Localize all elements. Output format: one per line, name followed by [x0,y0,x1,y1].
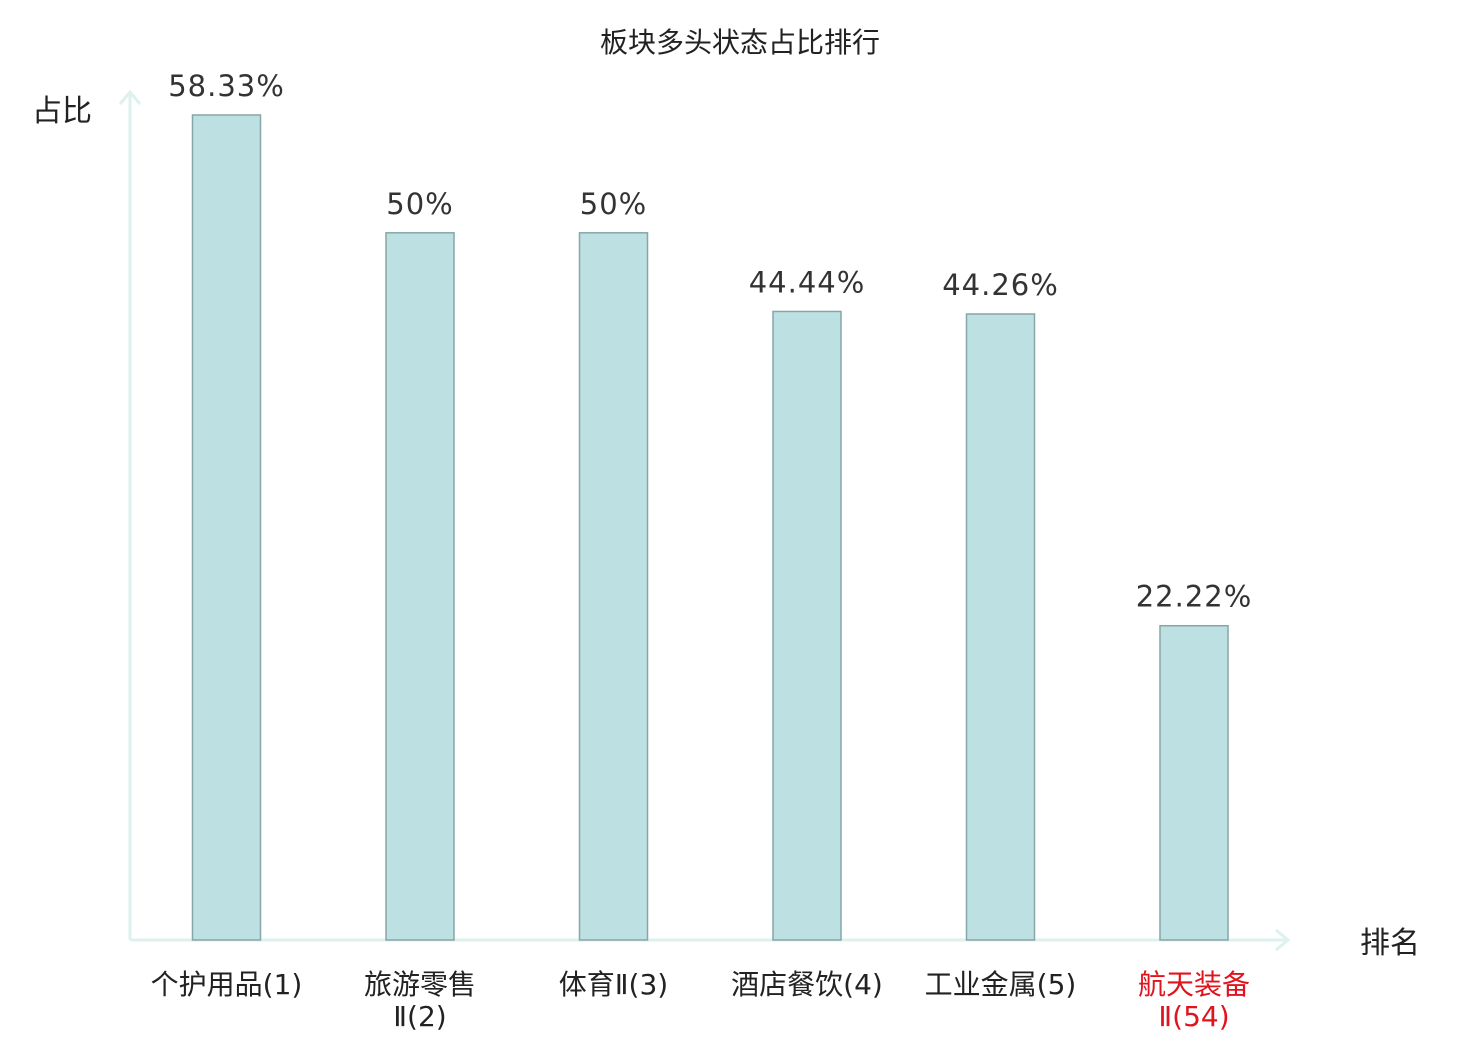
value-label-2: 50% [386,187,453,221]
bar-2 [385,232,455,941]
bars-group [191,114,1229,941]
chart-title: 板块多头状态占比排行 [600,26,880,59]
x-axis-label: 排名 [1360,926,1420,961]
category-label-2: 旅游零售 Ⅱ(2) [364,968,476,1033]
category-label-1: 个护用品(1) [151,968,303,1001]
bar-6 [1159,624,1229,941]
bar-3 [578,232,649,941]
y-axis-label: 占比 [32,94,92,129]
value-label-6: 22.22% [1136,580,1253,614]
category-label-3: 体育Ⅱ(3) [559,968,668,1001]
value-label-5: 44.26% [942,268,1059,302]
bar-5 [965,313,1036,941]
axes [118,89,1291,952]
value-label-1: 58.33% [168,69,285,103]
bar-1 [191,114,262,941]
category-label-6: 航天装备 Ⅱ(54) [1138,968,1250,1033]
y-axis-arrow [118,89,142,105]
category-label-5: 工业金属(5) [925,968,1077,1001]
category-label-4: 酒店餐饮(4) [731,968,883,1001]
value-labels-group: 58.33% 50% 50% 44.44% 44.26% 22.22% [168,69,1253,614]
bar-4 [772,310,842,941]
value-label-4: 44.44% [749,265,866,299]
x-axis-arrow [1275,928,1291,952]
category-labels-group: 个护用品(1) 旅游零售 Ⅱ(2) 体育Ⅱ(3) 酒店餐饮(4) 工业金属(5) 航天装备 Ⅱ… [151,968,1250,1033]
value-label-3: 50% [580,187,647,221]
